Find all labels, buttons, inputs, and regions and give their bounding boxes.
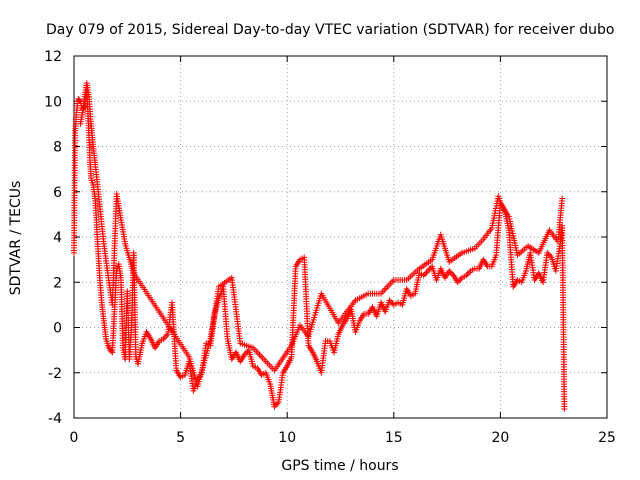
x-tick-label: 25 <box>598 430 616 446</box>
y-tick-label: 12 <box>44 49 62 65</box>
y-tick-label: -4 <box>48 411 62 427</box>
y-tick-label: 2 <box>53 275 62 291</box>
y-axis-label: SDTVAR / TECUs <box>8 181 24 296</box>
y-tick-label: 6 <box>53 185 62 201</box>
data-point <box>559 195 566 202</box>
data-point <box>161 334 168 341</box>
axis-ticks: 0 5 10 15 20 25 -4 -2 0 2 4 6 8 10 12 <box>44 49 616 446</box>
y-tick-label: 10 <box>44 94 62 110</box>
y-tick-label: -2 <box>48 366 62 382</box>
data-point <box>466 269 473 276</box>
data-point <box>457 276 464 283</box>
data-points <box>71 80 568 412</box>
data-point <box>108 348 115 355</box>
y-tick-label: 4 <box>53 230 62 246</box>
plot-border <box>73 55 608 419</box>
data-point <box>422 270 429 277</box>
x-tick-label: 0 <box>70 430 79 446</box>
x-tick-label: 15 <box>385 430 403 446</box>
data-point <box>464 270 471 277</box>
x-tick-label: 5 <box>176 430 185 446</box>
x-tick-label: 10 <box>278 430 296 446</box>
data-point <box>76 97 83 104</box>
x-tick-label: 20 <box>491 430 509 446</box>
chart-title: Day 079 of 2015, Sidereal Day-to-day VTE… <box>46 22 614 38</box>
data-point <box>426 266 433 273</box>
plot-frame <box>73 55 608 419</box>
y-tick-label: 8 <box>53 140 62 156</box>
data-point <box>561 405 568 412</box>
x-axis-label: GPS time / hours <box>281 458 398 474</box>
y-tick-label: 0 <box>53 321 62 337</box>
grid-lines <box>74 56 607 418</box>
